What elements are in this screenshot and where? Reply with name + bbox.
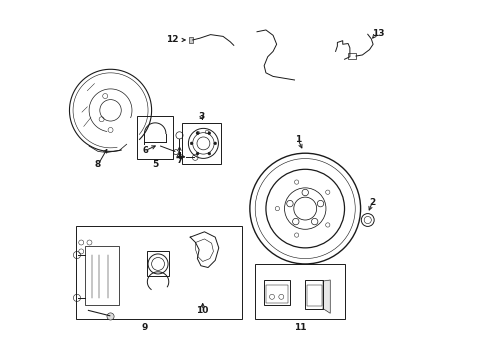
Text: 8: 8 bbox=[95, 160, 101, 169]
Circle shape bbox=[207, 132, 210, 135]
Bar bbox=[266, 285, 287, 302]
Bar bbox=[182, 123, 221, 164]
Text: 10: 10 bbox=[196, 306, 208, 315]
Bar bbox=[146, 251, 169, 276]
Text: 6: 6 bbox=[142, 146, 148, 155]
Text: 7: 7 bbox=[176, 156, 183, 165]
Circle shape bbox=[107, 313, 114, 320]
Bar bbox=[347, 53, 355, 59]
Text: 3: 3 bbox=[198, 112, 204, 121]
Bar bbox=[306, 285, 321, 306]
Text: 1: 1 bbox=[294, 135, 301, 144]
Circle shape bbox=[213, 142, 216, 145]
Circle shape bbox=[190, 142, 193, 145]
Bar bbox=[305, 280, 323, 309]
Text: 2: 2 bbox=[368, 198, 375, 207]
Text: 9: 9 bbox=[141, 323, 147, 332]
Circle shape bbox=[207, 152, 210, 155]
Text: 5: 5 bbox=[152, 161, 158, 170]
Text: 4: 4 bbox=[175, 152, 181, 161]
Bar bbox=[76, 226, 242, 319]
Polygon shape bbox=[323, 280, 329, 313]
Circle shape bbox=[196, 132, 199, 135]
Bar bbox=[84, 246, 119, 305]
Bar bbox=[137, 116, 173, 158]
Bar bbox=[189, 37, 192, 43]
Circle shape bbox=[196, 152, 199, 155]
Bar bbox=[255, 264, 344, 319]
Text: 11: 11 bbox=[293, 323, 305, 332]
Bar bbox=[264, 280, 289, 305]
Text: 13: 13 bbox=[371, 29, 384, 38]
Text: 12: 12 bbox=[165, 36, 178, 45]
